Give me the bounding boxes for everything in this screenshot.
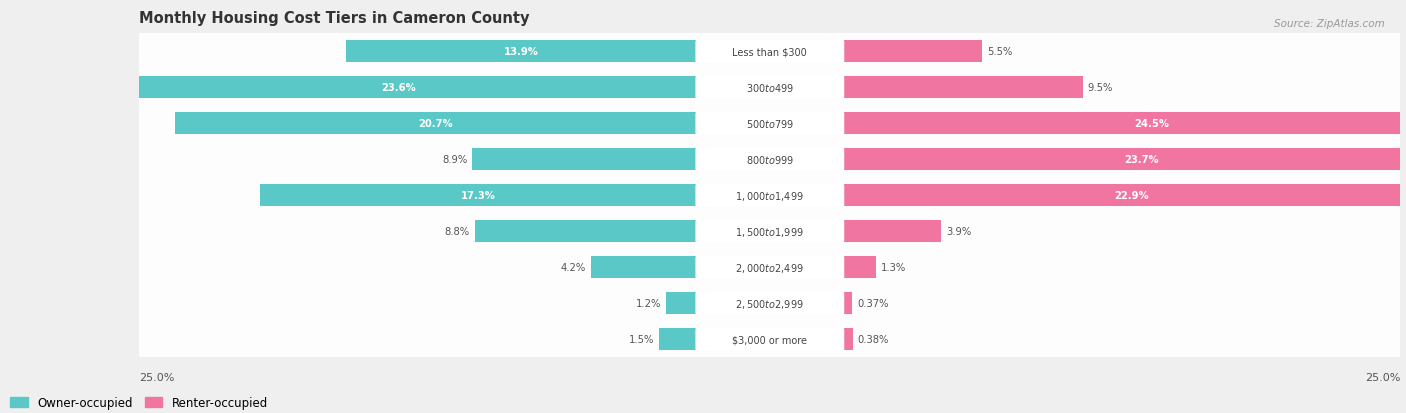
Bar: [844, 292, 852, 315]
Bar: [174, 113, 697, 135]
Text: $2,500 to $2,999: $2,500 to $2,999: [735, 297, 804, 310]
Bar: [475, 221, 697, 243]
Text: Monthly Housing Cost Tiers in Cameron County: Monthly Housing Cost Tiers in Cameron Co…: [139, 11, 530, 26]
FancyBboxPatch shape: [696, 292, 844, 315]
Bar: [591, 256, 697, 279]
Text: 23.7%: 23.7%: [1125, 155, 1159, 165]
Legend: Owner-occupied, Renter-occupied: Owner-occupied, Renter-occupied: [6, 391, 273, 413]
Bar: [139, 142, 1400, 178]
Text: 1.2%: 1.2%: [636, 299, 661, 309]
Text: 0.37%: 0.37%: [858, 299, 889, 309]
FancyBboxPatch shape: [696, 256, 844, 279]
Bar: [101, 77, 697, 99]
Bar: [844, 149, 1406, 171]
Bar: [139, 285, 1400, 321]
Text: 23.6%: 23.6%: [381, 83, 416, 93]
Text: 24.5%: 24.5%: [1135, 119, 1170, 129]
Text: 3.9%: 3.9%: [946, 227, 972, 237]
FancyBboxPatch shape: [696, 41, 844, 64]
Text: $300 to $499: $300 to $499: [745, 82, 794, 94]
Text: $1,500 to $1,999: $1,500 to $1,999: [735, 225, 804, 238]
Bar: [139, 214, 1400, 249]
Bar: [139, 249, 1400, 285]
Text: 17.3%: 17.3%: [461, 191, 496, 201]
Bar: [844, 77, 1083, 99]
Text: 13.9%: 13.9%: [503, 47, 538, 57]
Bar: [139, 321, 1400, 357]
Text: $1,000 to $1,499: $1,000 to $1,499: [735, 189, 804, 202]
Text: 4.2%: 4.2%: [561, 263, 586, 273]
Bar: [844, 41, 981, 63]
Bar: [139, 34, 1400, 70]
FancyBboxPatch shape: [696, 112, 844, 135]
Text: Source: ZipAtlas.com: Source: ZipAtlas.com: [1274, 19, 1385, 28]
Text: 5.5%: 5.5%: [987, 47, 1012, 57]
Text: $500 to $799: $500 to $799: [745, 118, 794, 130]
FancyBboxPatch shape: [696, 184, 844, 207]
Text: $3,000 or more: $3,000 or more: [733, 334, 807, 344]
Text: 8.8%: 8.8%: [444, 227, 470, 237]
Bar: [844, 221, 942, 243]
Text: 9.5%: 9.5%: [1088, 83, 1114, 93]
Text: 22.9%: 22.9%: [1115, 191, 1149, 201]
Bar: [346, 41, 697, 63]
Bar: [844, 256, 876, 279]
Text: $2,000 to $2,499: $2,000 to $2,499: [735, 261, 804, 274]
Text: 0.38%: 0.38%: [858, 334, 889, 344]
Text: 20.7%: 20.7%: [419, 119, 453, 129]
Bar: [139, 178, 1400, 214]
Text: 25.0%: 25.0%: [1365, 372, 1400, 382]
FancyBboxPatch shape: [696, 76, 844, 100]
Text: 8.9%: 8.9%: [441, 155, 467, 165]
FancyBboxPatch shape: [696, 220, 844, 243]
Bar: [666, 292, 697, 315]
FancyBboxPatch shape: [696, 148, 844, 171]
Text: 25.0%: 25.0%: [139, 372, 174, 382]
FancyBboxPatch shape: [696, 328, 844, 351]
Bar: [260, 185, 697, 207]
Bar: [472, 149, 697, 171]
Bar: [844, 113, 1406, 135]
Bar: [844, 328, 852, 350]
Bar: [139, 106, 1400, 142]
Bar: [659, 328, 697, 350]
Text: Less than $300: Less than $300: [733, 47, 807, 57]
Text: 1.5%: 1.5%: [628, 334, 654, 344]
Text: 1.3%: 1.3%: [880, 263, 905, 273]
Bar: [844, 185, 1406, 207]
Text: $800 to $999: $800 to $999: [745, 154, 794, 166]
Bar: [139, 70, 1400, 106]
